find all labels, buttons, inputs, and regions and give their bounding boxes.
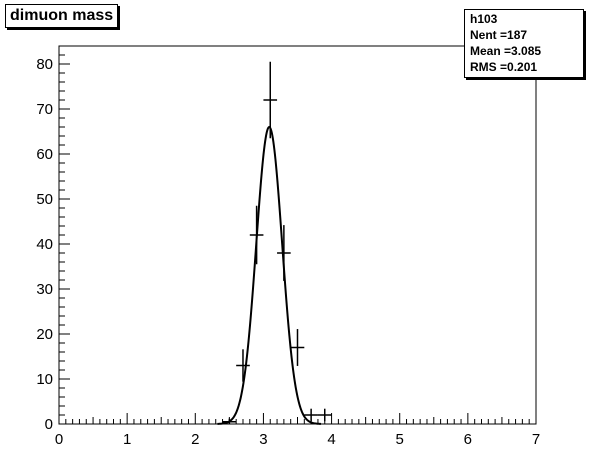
- data-point: [304, 408, 318, 422]
- stats-row-mean: Mean = 3.085: [470, 43, 579, 59]
- data-points: [222, 61, 332, 424]
- plot-frame: [58, 45, 537, 425]
- y-tick-label: 70: [36, 101, 53, 118]
- x-tick-label: 0: [55, 431, 63, 448]
- y-tick-label: 80: [36, 56, 53, 73]
- axis-ticks: [58, 45, 537, 425]
- fit-curve: [217, 125, 322, 425]
- stats-row-entries: Nent = 187: [470, 27, 579, 43]
- x-tick-label: 2: [191, 431, 199, 448]
- x-tick-label: 5: [396, 431, 404, 448]
- histogram-title: dimuon mass: [5, 4, 119, 28]
- x-tick-label: 4: [327, 431, 335, 448]
- data-point: [277, 225, 291, 281]
- stats-box: h103 Nent = 187 Mean = 3.085 RMS = 0.201: [464, 9, 584, 78]
- y-tick-label: 20: [36, 326, 53, 343]
- x-tick-label: 7: [532, 431, 540, 448]
- x-tick-label: 1: [123, 431, 131, 448]
- stats-value: 0.201: [507, 60, 538, 74]
- stats-label: RMS =: [470, 60, 508, 74]
- data-point: [317, 408, 332, 422]
- data-point: [263, 61, 278, 139]
- stats-label: Mean =: [470, 44, 512, 58]
- y-tick-label: 50: [36, 191, 53, 208]
- data-point: [222, 418, 237, 424]
- stats-label: Nent =: [470, 28, 508, 42]
- y-tick-label: 40: [36, 236, 53, 253]
- data-point: [236, 349, 250, 382]
- stats-histogram-name: h103: [470, 12, 498, 26]
- x-tick-label: 3: [259, 431, 267, 448]
- data-point: [290, 329, 305, 366]
- x-tick-label: 6: [464, 431, 472, 448]
- stats-value: 3.085: [511, 44, 542, 58]
- stats-row-rms: RMS = 0.201: [470, 59, 579, 75]
- data-point: [249, 205, 264, 265]
- y-tick-label: 0: [45, 416, 53, 433]
- y-tick-label: 30: [36, 281, 53, 298]
- stats-value: 187: [507, 28, 528, 42]
- y-tick-label: 60: [36, 146, 53, 163]
- y-tick-label: 10: [36, 371, 53, 388]
